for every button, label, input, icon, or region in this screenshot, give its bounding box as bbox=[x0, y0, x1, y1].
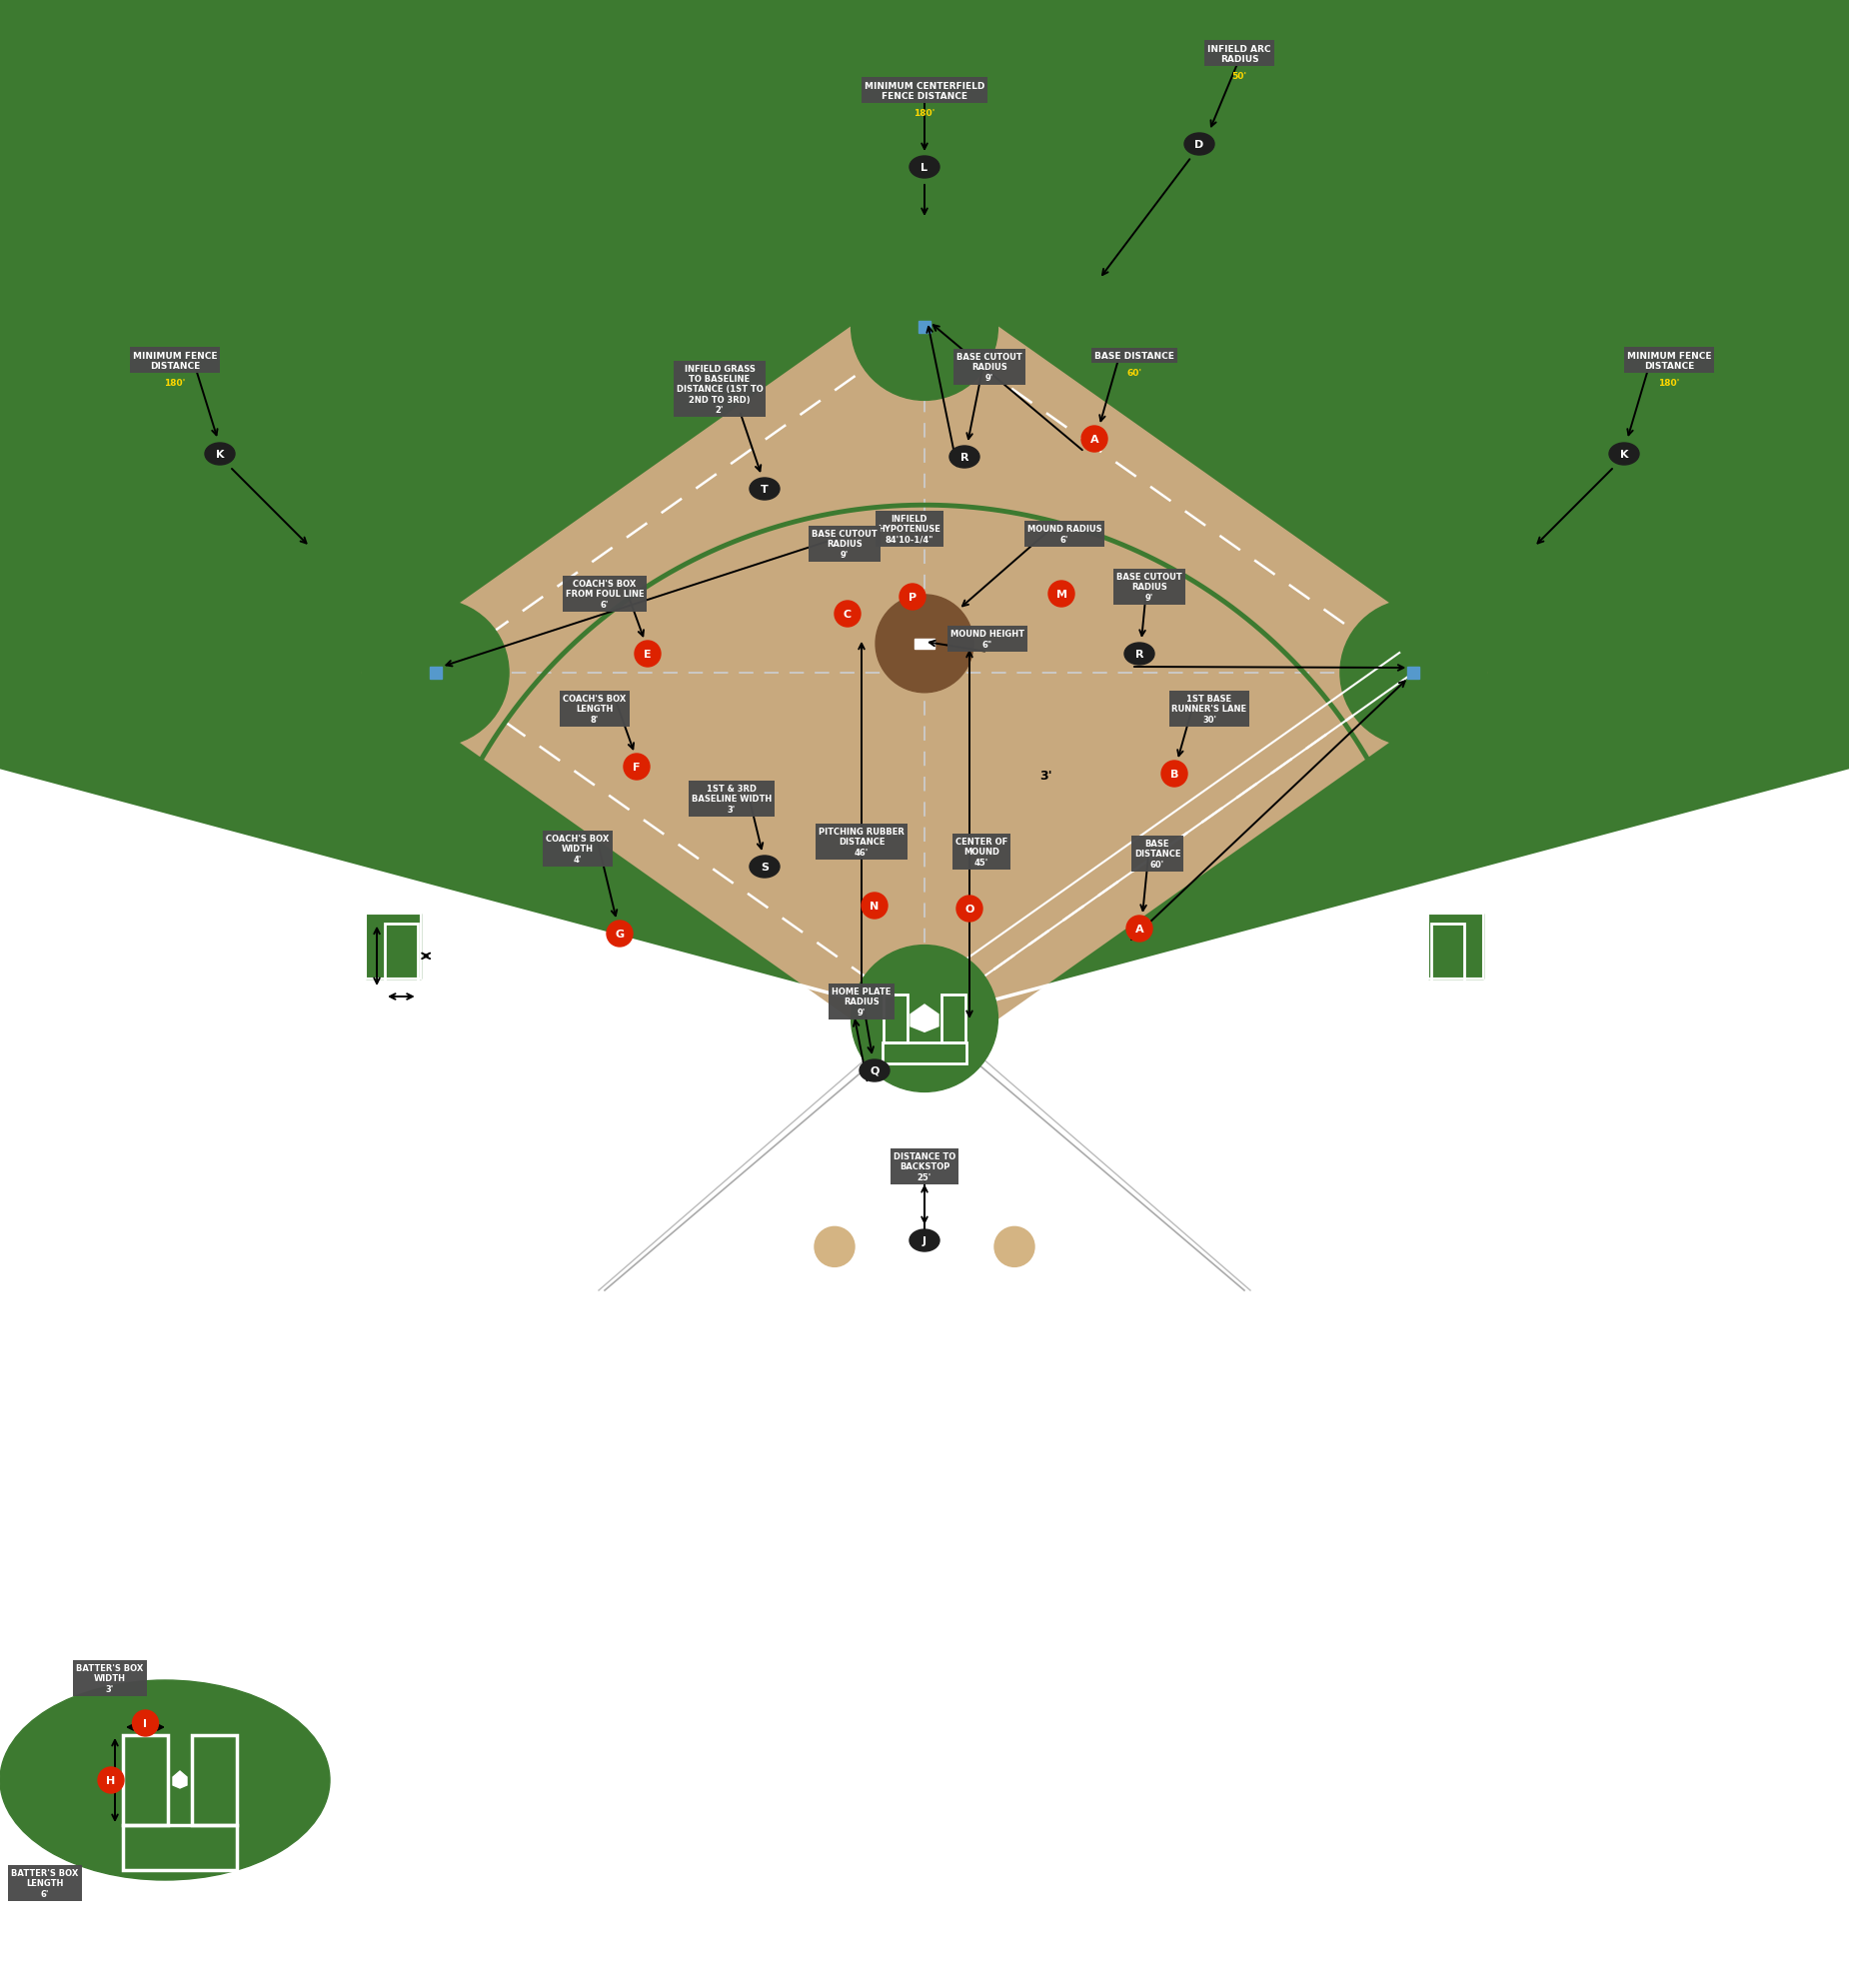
Text: M: M bbox=[1056, 588, 1067, 600]
Text: H: H bbox=[107, 1775, 115, 1785]
Polygon shape bbox=[919, 322, 930, 334]
Text: K: K bbox=[1620, 449, 1629, 459]
Text: J: J bbox=[923, 1237, 926, 1246]
Polygon shape bbox=[1407, 668, 1420, 680]
Text: 50': 50' bbox=[1231, 72, 1246, 82]
Circle shape bbox=[876, 594, 973, 694]
Text: F: F bbox=[632, 761, 640, 771]
Text: 1ST BASE
RUNNER'S LANE
30': 1ST BASE RUNNER'S LANE 30' bbox=[1172, 694, 1246, 724]
Text: O: O bbox=[965, 905, 974, 914]
Circle shape bbox=[98, 1767, 124, 1793]
Text: Q: Q bbox=[869, 1066, 880, 1076]
Text: G: G bbox=[616, 928, 625, 938]
Text: 60': 60' bbox=[1126, 368, 1143, 378]
Circle shape bbox=[623, 753, 649, 779]
Text: MINIMUM FENCE
DISTANCE: MINIMUM FENCE DISTANCE bbox=[133, 352, 216, 370]
Circle shape bbox=[862, 893, 888, 918]
Circle shape bbox=[133, 1710, 159, 1736]
Text: INFIELD GRASS
TO BASELINE
DISTANCE (1ST TO
2ND TO 3RD)
2': INFIELD GRASS TO BASELINE DISTANCE (1ST … bbox=[677, 364, 764, 415]
Polygon shape bbox=[366, 914, 420, 978]
Text: P: P bbox=[908, 592, 917, 602]
Text: B: B bbox=[1170, 769, 1178, 779]
Text: BASE
DISTANCE
60': BASE DISTANCE 60' bbox=[1133, 839, 1182, 869]
Text: BATTER'S BOX
LENGTH
6': BATTER'S BOX LENGTH 6' bbox=[11, 1869, 80, 1899]
Polygon shape bbox=[910, 1006, 939, 1032]
Ellipse shape bbox=[1185, 133, 1215, 155]
Polygon shape bbox=[0, 0, 1849, 1020]
Circle shape bbox=[851, 254, 998, 402]
Text: COACH'S BOX
WIDTH
4': COACH'S BOX WIDTH 4' bbox=[545, 835, 610, 865]
Text: 180': 180' bbox=[913, 109, 936, 117]
Text: 1ST & 3RD
BASELINE WIDTH
3': 1ST & 3RD BASELINE WIDTH 3' bbox=[692, 785, 771, 813]
Polygon shape bbox=[913, 640, 936, 650]
Text: INFIELD
HYPOTENUSE
84'10-1/4": INFIELD HYPOTENUSE 84'10-1/4" bbox=[878, 515, 941, 545]
Text: R: R bbox=[1135, 650, 1145, 660]
Text: MINIMUM FENCE
DISTANCE: MINIMUM FENCE DISTANCE bbox=[1627, 352, 1712, 370]
Polygon shape bbox=[429, 668, 442, 680]
Text: A: A bbox=[1135, 924, 1145, 934]
Ellipse shape bbox=[910, 1231, 939, 1252]
Text: N: N bbox=[869, 901, 878, 911]
Text: DISTANCE TO
BACKSTOP
25': DISTANCE TO BACKSTOP 25' bbox=[893, 1151, 956, 1181]
Text: 180': 180' bbox=[165, 378, 185, 388]
Polygon shape bbox=[1429, 914, 1483, 978]
Ellipse shape bbox=[749, 479, 780, 501]
Text: E: E bbox=[643, 650, 651, 660]
Text: MOUND RADIUS
6': MOUND RADIUS 6' bbox=[1028, 525, 1102, 545]
Ellipse shape bbox=[910, 157, 939, 179]
Circle shape bbox=[815, 1227, 854, 1266]
Circle shape bbox=[1161, 761, 1187, 787]
Text: T: T bbox=[760, 485, 769, 495]
Circle shape bbox=[851, 946, 998, 1091]
Text: S: S bbox=[760, 863, 769, 873]
Ellipse shape bbox=[860, 1060, 889, 1081]
Circle shape bbox=[634, 642, 660, 668]
Ellipse shape bbox=[205, 443, 235, 465]
Ellipse shape bbox=[749, 857, 780, 879]
Text: HOME PLATE
RADIUS
9': HOME PLATE RADIUS 9' bbox=[832, 988, 891, 1018]
Polygon shape bbox=[362, 276, 1487, 1072]
Circle shape bbox=[834, 602, 860, 628]
Ellipse shape bbox=[950, 447, 980, 469]
Text: 180': 180' bbox=[1659, 378, 1679, 388]
Text: COACH'S BOX
LENGTH
8': COACH'S BOX LENGTH 8' bbox=[562, 694, 627, 724]
Circle shape bbox=[1082, 427, 1108, 453]
Circle shape bbox=[1126, 916, 1152, 942]
Text: MINIMUM CENTERFIELD
FENCE DISTANCE: MINIMUM CENTERFIELD FENCE DISTANCE bbox=[863, 82, 986, 101]
Text: BASE CUTOUT
RADIUS
9': BASE CUTOUT RADIUS 9' bbox=[812, 529, 878, 559]
Circle shape bbox=[899, 584, 926, 610]
Text: I: I bbox=[144, 1718, 148, 1728]
Circle shape bbox=[956, 897, 982, 922]
Text: CENTER OF
MOUND
45': CENTER OF MOUND 45' bbox=[956, 837, 1008, 867]
Circle shape bbox=[362, 600, 508, 747]
Text: COACH'S BOX
FROM FOUL LINE
6': COACH'S BOX FROM FOUL LINE 6' bbox=[566, 580, 643, 608]
Text: 3': 3' bbox=[1039, 769, 1052, 781]
Text: INFIELD ARC
RADIUS: INFIELD ARC RADIUS bbox=[1207, 44, 1270, 64]
Text: PITCHING RUBBER
DISTANCE
46': PITCHING RUBBER DISTANCE 46' bbox=[819, 827, 904, 857]
Circle shape bbox=[1341, 600, 1487, 747]
Polygon shape bbox=[174, 1771, 187, 1787]
Circle shape bbox=[606, 920, 632, 946]
Ellipse shape bbox=[1609, 443, 1638, 465]
Text: BASE CUTOUT
RADIUS
9': BASE CUTOUT RADIUS 9' bbox=[1117, 573, 1182, 602]
Text: A: A bbox=[1091, 435, 1098, 445]
Text: BASE DISTANCE: BASE DISTANCE bbox=[1095, 352, 1174, 360]
Text: BASE CUTOUT
RADIUS
9': BASE CUTOUT RADIUS 9' bbox=[956, 352, 1022, 382]
Text: R: R bbox=[960, 453, 969, 463]
Circle shape bbox=[995, 1227, 1034, 1266]
Circle shape bbox=[1048, 580, 1074, 608]
Text: L: L bbox=[921, 163, 928, 173]
Text: D: D bbox=[1194, 139, 1204, 149]
Text: BATTER'S BOX
WIDTH
3': BATTER'S BOX WIDTH 3' bbox=[76, 1664, 144, 1694]
Text: MOUND HEIGHT
6": MOUND HEIGHT 6" bbox=[950, 630, 1024, 648]
Text: C: C bbox=[843, 610, 852, 620]
Text: K: K bbox=[216, 449, 224, 459]
Ellipse shape bbox=[0, 1680, 329, 1881]
Ellipse shape bbox=[1124, 644, 1154, 666]
